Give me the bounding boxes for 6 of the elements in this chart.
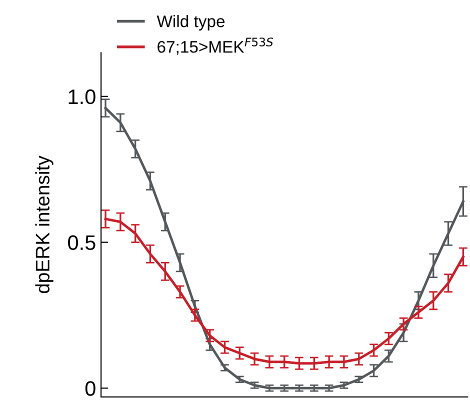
y-axis-title: dpERK intensity	[35, 156, 54, 294]
y-tick-label: 1.0	[68, 89, 96, 104]
y-tick-label: 0	[85, 381, 96, 396]
legend-label: 67;15>MEK$^{F53S}$	[158, 38, 274, 55]
legend-label: Wild type	[156, 15, 225, 31]
y-tick-label: 0.5	[68, 235, 96, 250]
